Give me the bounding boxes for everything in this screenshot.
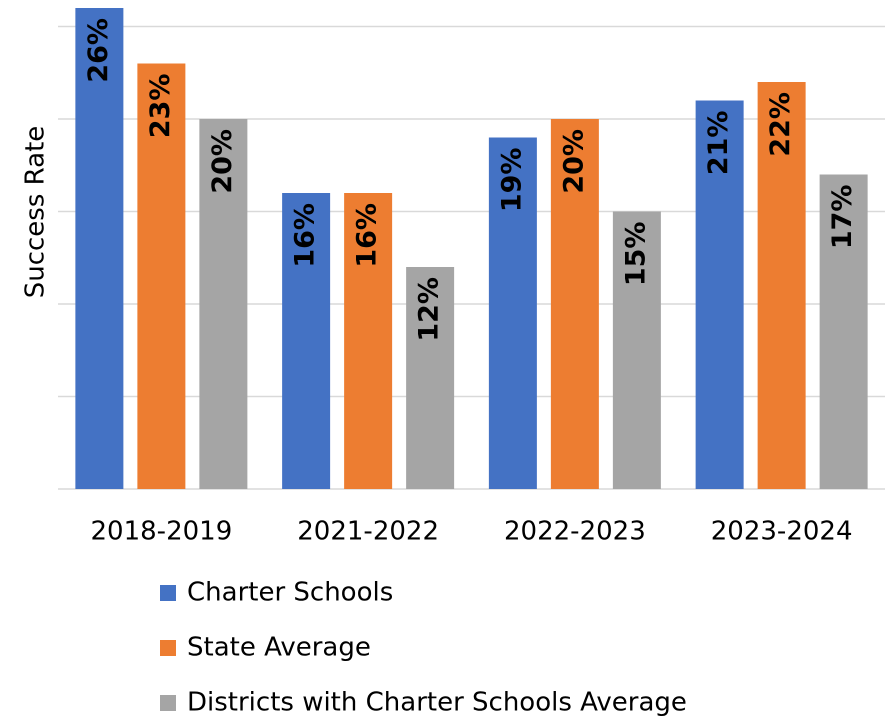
bar [406, 267, 455, 489]
bar [199, 119, 248, 489]
legend-label: Districts with Charter Schools Average [187, 688, 687, 718]
bar [344, 193, 393, 489]
y-axis-title: Success Rate [21, 126, 51, 299]
data-label: 20% [558, 129, 589, 194]
data-label: 21% [703, 111, 734, 176]
data-label: 23% [145, 74, 176, 139]
data-label: 16% [290, 203, 321, 268]
data-label: 15% [620, 222, 651, 287]
bar [819, 174, 868, 489]
legend-label: Charter Schools [187, 578, 393, 608]
bar [282, 193, 331, 489]
bar [137, 63, 186, 489]
bar [695, 100, 744, 489]
data-label: 17% [827, 185, 858, 250]
x-tick-label: 2018-2019 [91, 517, 233, 547]
data-label: 26% [83, 18, 114, 83]
legend-swatch [160, 640, 176, 656]
x-tick-label: 2023-2024 [711, 517, 853, 547]
legend-swatch [160, 585, 176, 601]
data-label: 22% [765, 92, 796, 157]
bar [612, 211, 661, 489]
data-label: 20% [207, 129, 238, 194]
x-tick-label: 2022-2023 [504, 517, 646, 547]
data-label: 19% [496, 148, 527, 213]
data-label: 16% [352, 203, 383, 268]
legend-label: State Average [187, 633, 371, 663]
x-tick-label: 2021-2022 [297, 517, 439, 547]
data-label: 12% [414, 277, 445, 342]
legend-swatch [160, 695, 176, 711]
bar [550, 119, 599, 489]
bar [75, 8, 124, 489]
bar [488, 137, 537, 489]
bar [757, 82, 806, 489]
